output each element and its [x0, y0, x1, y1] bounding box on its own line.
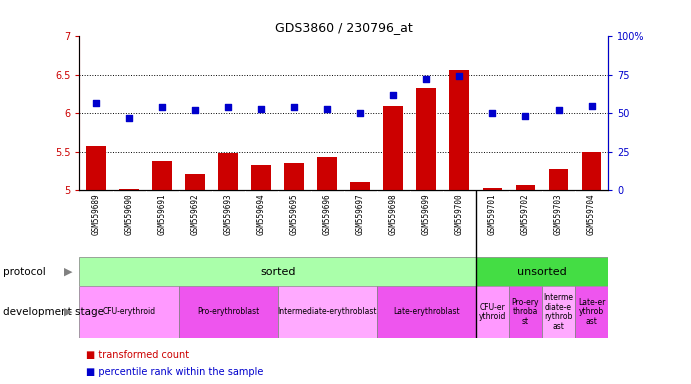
Bar: [252, 165, 271, 190]
Text: GSM559699: GSM559699: [422, 194, 431, 235]
Point: [421, 76, 432, 83]
Point: [322, 106, 333, 112]
Bar: [449, 70, 469, 190]
Text: Pro-erythroblast: Pro-erythroblast: [197, 308, 259, 316]
Bar: [476, 257, 608, 286]
Point: [189, 107, 200, 113]
Text: Interme
diate-e
rythrob
ast: Interme diate-e rythrob ast: [544, 293, 574, 331]
Text: Late-er
ythrob
ast: Late-er ythrob ast: [578, 298, 605, 326]
Text: Intermediate-erythroblast: Intermediate-erythroblast: [278, 308, 377, 316]
Bar: [218, 153, 238, 190]
Bar: [278, 286, 377, 338]
Text: GSM559690: GSM559690: [124, 194, 133, 235]
Bar: [178, 286, 278, 338]
Text: GSM559697: GSM559697: [356, 194, 365, 235]
Bar: [350, 182, 370, 190]
Text: CFU-erythroid: CFU-erythroid: [102, 308, 155, 316]
Point: [487, 110, 498, 116]
Bar: [284, 163, 304, 190]
Point: [256, 106, 267, 112]
Text: development stage: development stage: [3, 307, 104, 317]
Text: GSM559703: GSM559703: [554, 194, 563, 235]
Text: ■ transformed count: ■ transformed count: [86, 350, 189, 360]
Point: [91, 99, 102, 106]
Bar: [377, 286, 476, 338]
Bar: [185, 174, 205, 190]
Point: [124, 115, 135, 121]
Bar: [482, 188, 502, 190]
Bar: [575, 286, 608, 338]
Bar: [476, 286, 509, 338]
Point: [354, 110, 366, 116]
Text: Pro-ery
throba
st: Pro-ery throba st: [512, 298, 539, 326]
Text: GSM559700: GSM559700: [455, 194, 464, 235]
Text: ▶: ▶: [64, 266, 73, 277]
Point: [454, 73, 465, 79]
Text: GSM559701: GSM559701: [488, 194, 497, 235]
Text: GSM559692: GSM559692: [191, 194, 200, 235]
Point: [157, 104, 168, 110]
Text: GSM559689: GSM559689: [91, 194, 100, 235]
Bar: [417, 88, 436, 190]
Bar: [86, 146, 106, 190]
Text: CFU-er
ythroid: CFU-er ythroid: [479, 303, 506, 321]
Bar: [549, 169, 569, 190]
Text: sorted: sorted: [260, 266, 296, 277]
Text: ▶: ▶: [64, 307, 73, 317]
Text: unsorted: unsorted: [517, 266, 567, 277]
Bar: [515, 185, 536, 190]
Bar: [317, 157, 337, 190]
Bar: [509, 286, 542, 338]
Bar: [582, 152, 601, 190]
Title: GDS3860 / 230796_at: GDS3860 / 230796_at: [275, 21, 413, 34]
Bar: [384, 106, 404, 190]
Bar: [79, 257, 476, 286]
Text: GSM559691: GSM559691: [158, 194, 167, 235]
Text: protocol: protocol: [3, 266, 46, 277]
Point: [223, 104, 234, 110]
Text: GSM559693: GSM559693: [224, 194, 233, 235]
Bar: [79, 286, 178, 338]
Bar: [119, 189, 139, 190]
Point: [289, 104, 300, 110]
Text: GSM559702: GSM559702: [521, 194, 530, 235]
Point: [520, 113, 531, 119]
Text: GSM559696: GSM559696: [323, 194, 332, 235]
Point: [553, 107, 564, 113]
Point: [388, 92, 399, 98]
Text: GSM559698: GSM559698: [389, 194, 398, 235]
Text: GSM559695: GSM559695: [290, 194, 299, 235]
Point: [586, 103, 597, 109]
Text: Late-erythroblast: Late-erythroblast: [393, 308, 460, 316]
Bar: [542, 286, 575, 338]
Bar: [152, 161, 172, 190]
Text: GSM559694: GSM559694: [256, 194, 265, 235]
Text: GSM559704: GSM559704: [587, 194, 596, 235]
Text: ■ percentile rank within the sample: ■ percentile rank within the sample: [86, 367, 264, 377]
